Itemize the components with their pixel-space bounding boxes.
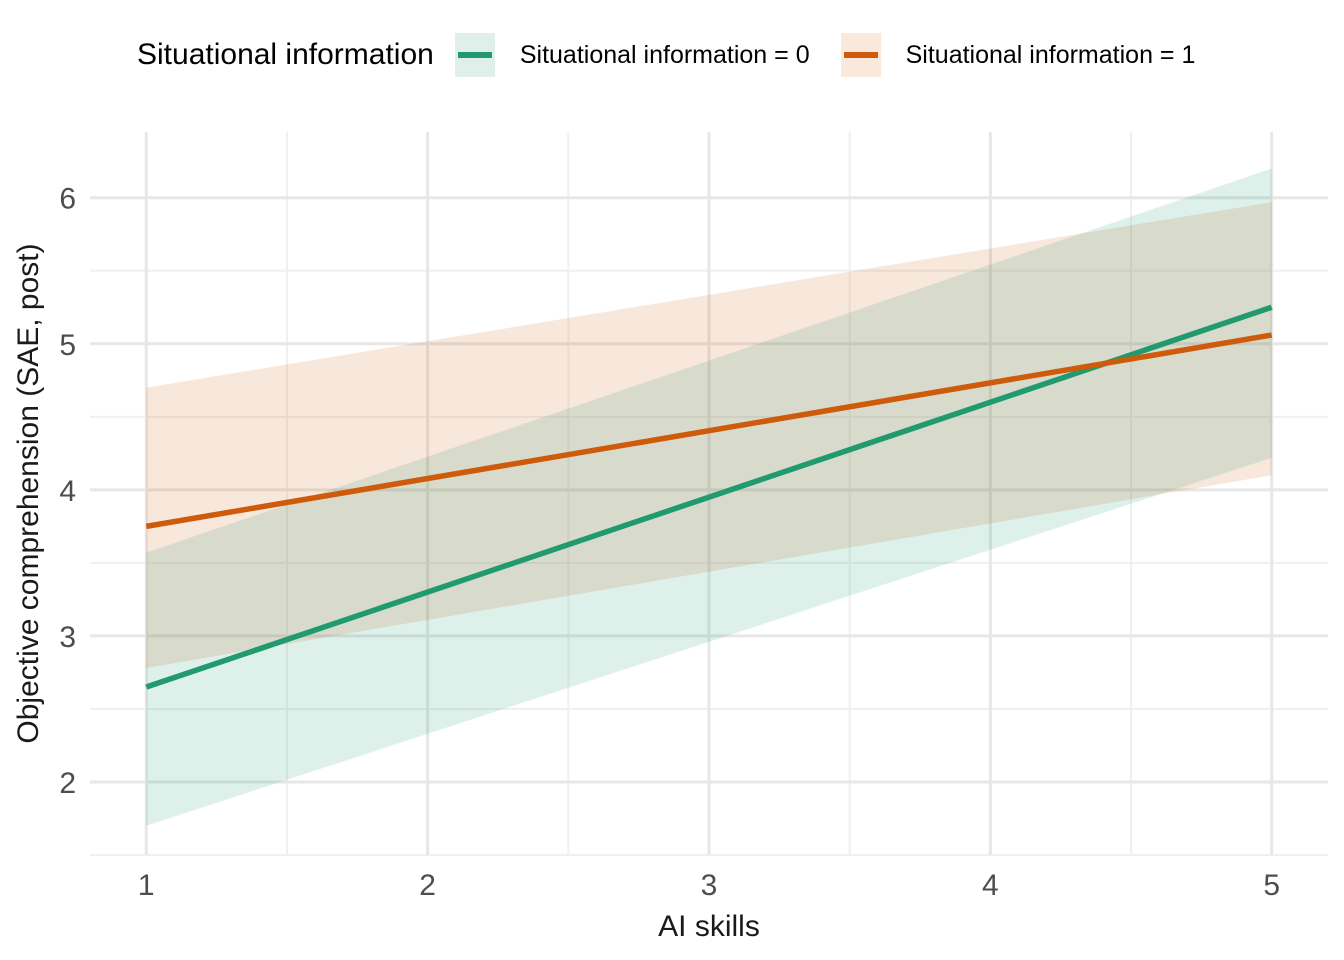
legend-title: Situational information [137,38,434,71]
regression-line [145,332,1273,530]
legend: Situational information Situational info… [137,30,1226,80]
legend-key-green [454,33,495,77]
legend-label-0: Situational information = 0 [519,40,810,69]
x-tick-label: 5 [1263,869,1280,902]
regression-line [145,304,1273,690]
legend-item-0: Situational information = 0 [454,33,841,77]
x-tick-label: 4 [982,869,999,902]
y-tick-label: 2 [59,767,76,800]
y-tick-label: 6 [59,183,76,216]
legend-key-orange [840,33,881,77]
green-line-swatch-icon [457,52,492,58]
legend-label-1: Situational information = 1 [905,40,1196,69]
y-tick-label: 5 [59,329,76,362]
x-axis-title: AI skills [658,910,760,943]
y-tick-label: 3 [59,621,76,654]
x-tick-label: 1 [138,869,155,902]
confidence-ribbon [146,202,1272,669]
y-axis-title: Objective comprehension (SAE, post) [12,243,45,743]
x-tick-label: 2 [419,869,436,902]
legend-item-1: Situational information = 1 [840,33,1227,77]
orange-line-swatch-icon [843,52,878,58]
x-tick-label: 3 [701,869,718,902]
y-tick-label: 4 [59,475,76,508]
